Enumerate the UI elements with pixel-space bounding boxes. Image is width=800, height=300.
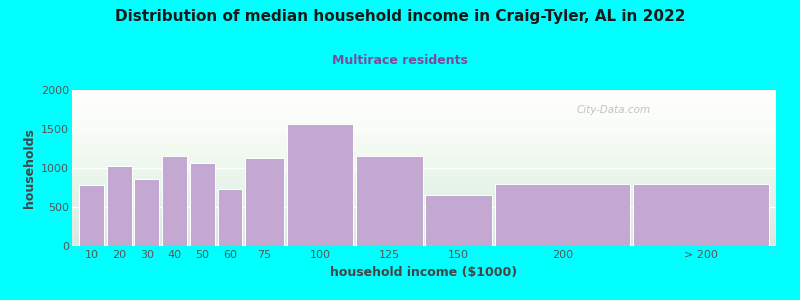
Bar [106, 167, 131, 246]
Bar [426, 194, 492, 246]
Bar [494, 184, 630, 246]
Bar [162, 156, 187, 246]
Y-axis label: households: households [22, 128, 35, 208]
X-axis label: household income ($1000): household income ($1000) [330, 266, 518, 279]
Bar [634, 184, 769, 246]
Text: City-Data.com: City-Data.com [577, 105, 651, 115]
Bar [218, 189, 242, 246]
Bar [134, 179, 159, 246]
Bar [356, 155, 422, 246]
Text: Multirace residents: Multirace residents [332, 54, 468, 67]
Bar [190, 163, 214, 246]
Bar [287, 124, 354, 246]
Text: Distribution of median household income in Craig-Tyler, AL in 2022: Distribution of median household income … [114, 9, 686, 24]
Bar [246, 158, 284, 246]
Bar [79, 185, 104, 246]
